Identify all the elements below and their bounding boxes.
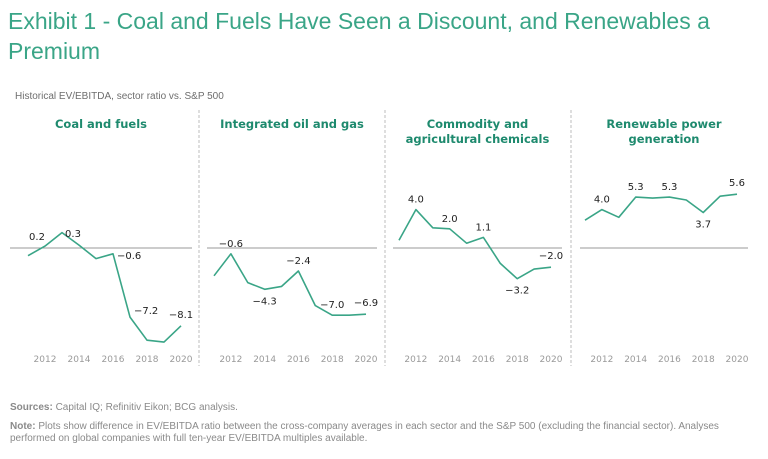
panel-title: agricultural chemicals <box>406 132 550 146</box>
footnote: Note: Plots show difference in EV/EBITDA… <box>10 421 760 445</box>
x-tick-label: 2020 <box>726 355 749 365</box>
chart-subtitle: Historical EV/EBITDA, sector ratio vs. S… <box>15 91 224 102</box>
data-label: −4.3 <box>253 296 277 307</box>
x-tick-label: 2012 <box>34 355 57 365</box>
data-label: 4.0 <box>594 195 610 206</box>
data-label: 3.7 <box>695 219 711 230</box>
data-label: 5.3 <box>661 182 677 193</box>
panel-title: Renewable power <box>606 117 722 131</box>
sources-text: Capital IQ; Refinitiv Eikon; BCG analysi… <box>52 402 238 413</box>
data-label: 0.3 <box>65 229 81 240</box>
x-tick-label: 2014 <box>624 355 647 365</box>
x-tick-label: 2016 <box>472 355 495 365</box>
note-text: Plots show difference in EV/EBITDA ratio… <box>10 421 719 444</box>
x-tick-label: 2016 <box>658 355 681 365</box>
data-label: −2.4 <box>286 256 310 267</box>
sources-note: Sources: Capital IQ; Refinitiv Eikon; BC… <box>10 402 238 414</box>
data-label: −6.9 <box>354 298 378 309</box>
x-tick-label: 2018 <box>692 355 715 365</box>
x-tick-label: 2012 <box>590 355 613 365</box>
x-tick-label: 2014 <box>253 355 276 365</box>
data-label: 2.0 <box>442 214 458 225</box>
data-label: −2.0 <box>539 251 563 262</box>
data-label: 4.0 <box>408 195 424 206</box>
x-tick-label: 2014 <box>68 355 91 365</box>
x-tick-label: 2016 <box>102 355 125 365</box>
exhibit-title: Exhibit 1 - Coal and Fuels Have Seen a D… <box>8 8 710 64</box>
data-label: −7.0 <box>320 300 344 311</box>
x-tick-label: 2012 <box>404 355 427 365</box>
series-line <box>398 208 552 280</box>
x-tick-label: 2018 <box>506 355 529 365</box>
panel-title: Commodity and <box>427 117 529 131</box>
x-tick-label: 2012 <box>219 355 242 365</box>
data-label: −7.2 <box>134 306 158 317</box>
x-tick-label: 2020 <box>170 355 193 365</box>
x-tick-label: 2018 <box>136 355 159 365</box>
panel-title: generation <box>629 132 700 146</box>
series-line <box>27 231 182 343</box>
data-label: 1.1 <box>475 222 491 233</box>
x-tick-label: 2016 <box>287 355 310 365</box>
data-label: −0.6 <box>219 239 243 250</box>
note-label: Note: <box>10 421 36 432</box>
sources-label: Sources: <box>10 402 53 413</box>
series-line <box>584 193 738 221</box>
x-tick-label: 2014 <box>438 355 461 365</box>
data-label: 5.6 <box>729 178 745 189</box>
x-tick-label: 2018 <box>321 355 344 365</box>
data-label: −0.6 <box>117 251 141 262</box>
panel-title: Coal and fuels <box>55 117 147 131</box>
panel-title: Integrated oil and gas <box>220 117 364 131</box>
data-label: −3.2 <box>505 286 529 297</box>
series-line <box>213 253 367 317</box>
data-label: −8.1 <box>169 310 193 321</box>
x-tick-label: 2020 <box>355 355 378 365</box>
x-tick-label: 2020 <box>540 355 563 365</box>
data-label: 5.3 <box>628 182 644 193</box>
data-label: 0.2 <box>29 232 45 243</box>
